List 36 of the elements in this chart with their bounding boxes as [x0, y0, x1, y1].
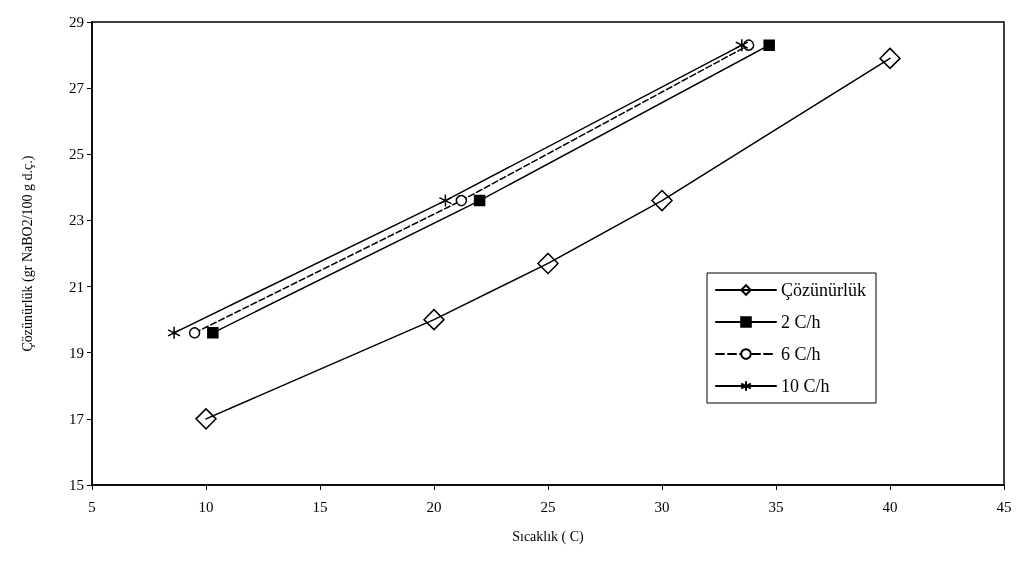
y-axis-title: Çözünürlük (gr NaBO2/100 g d.ç.)	[19, 155, 36, 352]
x-tick-label: 40	[882, 498, 898, 515]
point	[167, 326, 181, 340]
x-tick-label: 25	[540, 498, 556, 515]
legend-label: 2 C/h	[781, 312, 821, 332]
x-tick-label: 5	[88, 498, 96, 515]
point	[473, 194, 486, 207]
y-tick-label: 19	[69, 344, 84, 361]
point	[537, 252, 559, 275]
x-tick-label: 35	[768, 498, 784, 515]
point	[879, 47, 901, 70]
point	[455, 194, 468, 207]
x-tick-label: 10	[198, 498, 214, 515]
x-axis-title: Sıcaklık ( C)	[512, 528, 585, 545]
point	[735, 38, 749, 52]
y-tick-label: 25	[69, 146, 84, 163]
point	[423, 308, 445, 331]
point	[438, 193, 453, 208]
y-tick-label: 21	[69, 278, 84, 295]
y-tick-label: 27	[69, 80, 85, 97]
legend-label: 10 C/h	[781, 376, 830, 396]
y-tick-label: 23	[69, 212, 84, 229]
point	[195, 408, 217, 430]
point	[207, 327, 219, 339]
point	[188, 327, 201, 339]
y-tick-label: 29	[69, 14, 84, 30]
x-tick-label: 20	[426, 498, 442, 515]
x-tick-label: 15	[312, 498, 328, 515]
legend-label: Çözünürlük	[781, 280, 867, 300]
x-tick-label: 30	[654, 498, 670, 515]
point	[763, 39, 775, 51]
point	[651, 189, 673, 212]
legend-label: 6 C/h	[781, 344, 821, 364]
y-tick-label: 15	[69, 477, 84, 493]
x-tick-label: 45	[996, 498, 1012, 515]
y-tick-label: 17	[69, 410, 85, 427]
